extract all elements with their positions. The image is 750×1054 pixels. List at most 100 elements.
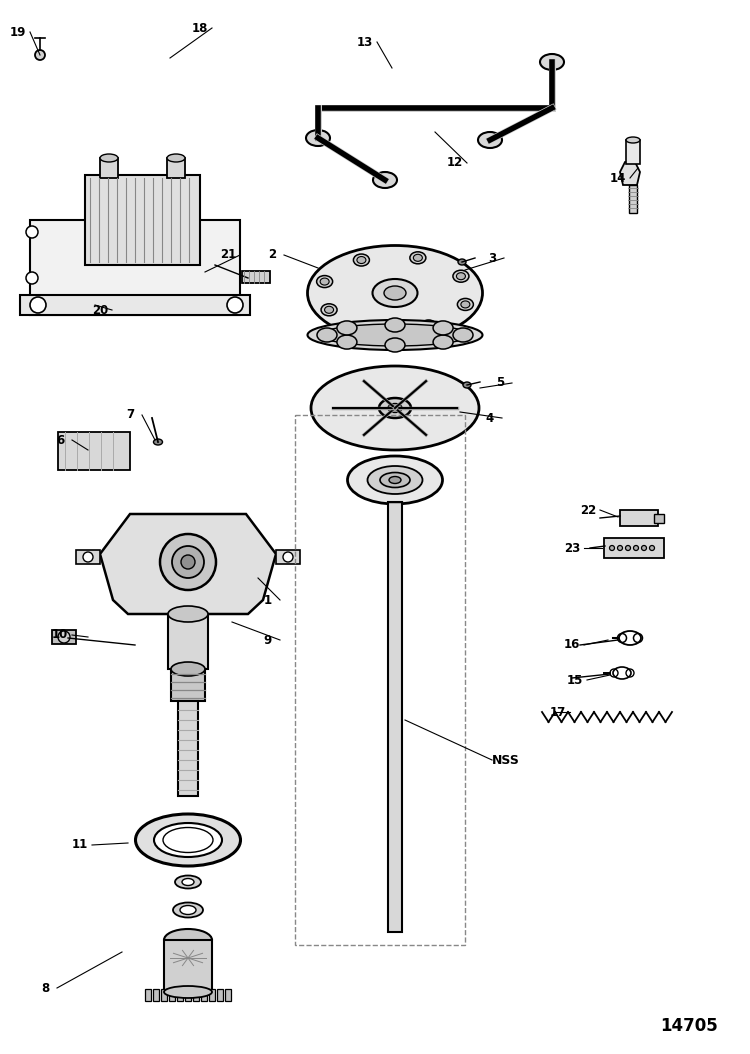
Ellipse shape — [626, 137, 640, 143]
Text: 6: 6 — [56, 433, 64, 447]
Ellipse shape — [458, 298, 473, 311]
Ellipse shape — [463, 382, 471, 388]
Circle shape — [181, 555, 195, 569]
Ellipse shape — [453, 270, 469, 282]
Circle shape — [30, 297, 46, 313]
Ellipse shape — [461, 301, 470, 308]
Ellipse shape — [379, 398, 411, 418]
Bar — [185, 989, 191, 1001]
Ellipse shape — [337, 335, 357, 349]
Ellipse shape — [353, 254, 370, 266]
Ellipse shape — [321, 304, 337, 316]
Text: 7: 7 — [126, 409, 134, 422]
Ellipse shape — [306, 130, 330, 147]
Text: 10: 10 — [52, 628, 68, 642]
Ellipse shape — [171, 662, 205, 676]
Bar — [242, 271, 270, 284]
Ellipse shape — [373, 279, 418, 307]
Ellipse shape — [167, 154, 185, 162]
Circle shape — [26, 272, 38, 284]
Ellipse shape — [650, 546, 655, 550]
Ellipse shape — [154, 440, 163, 445]
Ellipse shape — [368, 466, 422, 494]
Text: 11: 11 — [72, 839, 88, 852]
Text: 8: 8 — [40, 981, 50, 995]
Bar — [100, 158, 118, 178]
Ellipse shape — [320, 324, 470, 346]
Ellipse shape — [424, 323, 433, 330]
Text: 14: 14 — [610, 172, 626, 184]
Bar — [153, 989, 159, 1001]
Ellipse shape — [453, 328, 473, 341]
Ellipse shape — [175, 876, 201, 889]
Circle shape — [160, 534, 216, 590]
Ellipse shape — [136, 814, 241, 866]
Bar — [193, 989, 199, 1001]
Text: 1: 1 — [264, 593, 272, 606]
Polygon shape — [100, 514, 276, 614]
Text: 19: 19 — [10, 25, 26, 39]
Bar — [168, 614, 208, 669]
Bar — [161, 989, 167, 1001]
Ellipse shape — [182, 878, 194, 885]
Text: 4: 4 — [486, 411, 494, 425]
Ellipse shape — [413, 254, 422, 261]
Ellipse shape — [433, 320, 453, 335]
Text: 20: 20 — [92, 304, 108, 316]
Bar — [276, 550, 300, 564]
Circle shape — [283, 552, 293, 562]
Ellipse shape — [317, 328, 337, 341]
Bar — [217, 989, 223, 1001]
Polygon shape — [620, 162, 640, 186]
Ellipse shape — [389, 476, 401, 484]
Text: 5: 5 — [496, 376, 504, 390]
Bar — [178, 701, 198, 796]
Text: 23: 23 — [564, 542, 580, 554]
Circle shape — [172, 546, 204, 578]
Text: 3: 3 — [488, 252, 496, 265]
Bar — [629, 186, 637, 213]
Bar — [209, 989, 215, 1001]
Text: 16: 16 — [564, 639, 580, 651]
Ellipse shape — [58, 631, 70, 643]
Ellipse shape — [364, 323, 380, 334]
Ellipse shape — [380, 472, 410, 488]
Bar — [52, 630, 76, 644]
Text: 15: 15 — [567, 674, 584, 686]
Ellipse shape — [373, 172, 397, 188]
Ellipse shape — [164, 985, 212, 998]
Ellipse shape — [320, 278, 329, 285]
Ellipse shape — [357, 256, 366, 264]
Ellipse shape — [308, 246, 482, 340]
Ellipse shape — [347, 456, 442, 504]
Bar — [145, 989, 151, 1001]
Text: 18: 18 — [192, 21, 208, 35]
Text: 17: 17 — [550, 705, 566, 719]
Bar — [171, 669, 205, 701]
Ellipse shape — [325, 307, 334, 313]
Ellipse shape — [100, 154, 118, 162]
Bar — [30, 220, 240, 315]
Ellipse shape — [626, 546, 631, 550]
Text: NSS: NSS — [492, 754, 520, 766]
Text: 2: 2 — [268, 249, 276, 261]
Ellipse shape — [308, 320, 482, 350]
Ellipse shape — [168, 606, 208, 622]
Ellipse shape — [385, 338, 405, 352]
Ellipse shape — [384, 286, 406, 300]
Text: 12: 12 — [447, 156, 463, 170]
Bar — [626, 140, 640, 164]
Ellipse shape — [173, 902, 203, 917]
Bar — [620, 510, 658, 526]
Circle shape — [227, 297, 243, 313]
Ellipse shape — [433, 335, 453, 349]
Text: 14705: 14705 — [660, 1017, 718, 1035]
Ellipse shape — [337, 320, 357, 335]
Ellipse shape — [458, 259, 466, 265]
Ellipse shape — [388, 404, 402, 412]
Ellipse shape — [154, 823, 222, 857]
Ellipse shape — [540, 54, 564, 70]
Bar — [167, 158, 185, 178]
Ellipse shape — [610, 546, 614, 550]
Bar — [20, 295, 250, 315]
